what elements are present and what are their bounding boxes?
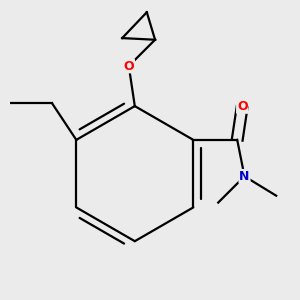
Text: O: O [237, 100, 247, 113]
Text: N: N [239, 170, 250, 183]
Text: O: O [124, 59, 134, 73]
